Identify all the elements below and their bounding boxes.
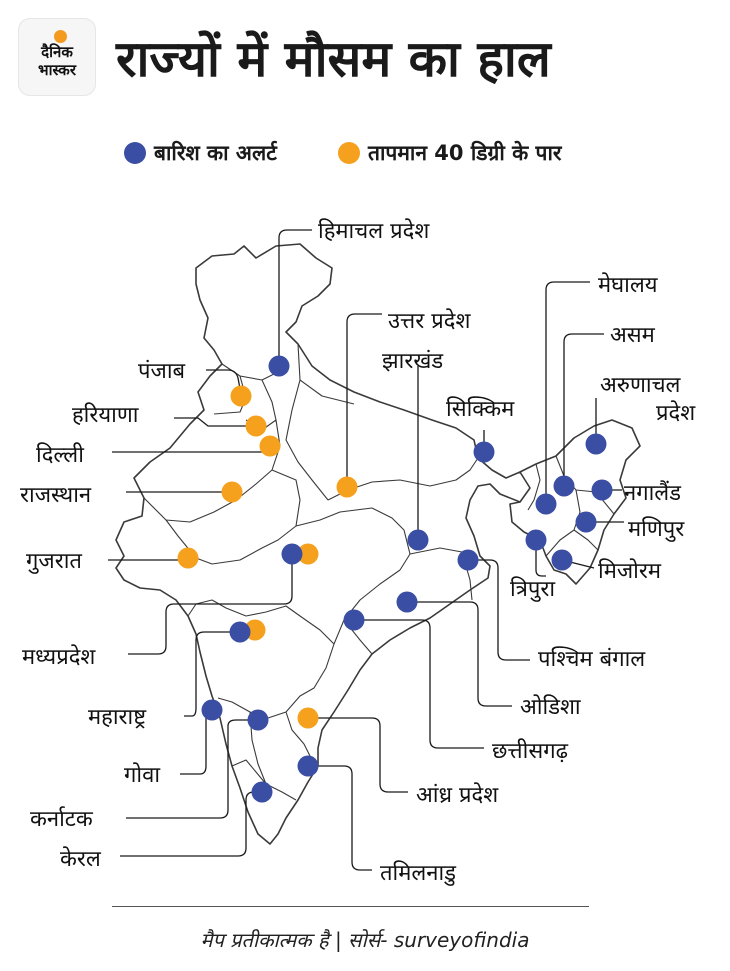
label-kerala: केरल (60, 846, 102, 872)
rain-alert-dot-chhattisgarh (343, 609, 365, 631)
heat-alert-dot-delhi (259, 435, 281, 457)
label-nagaland: नगालैंड (624, 480, 681, 506)
legend-item-heat: तापमान 40 डिग्री के पार (338, 138, 562, 168)
label-karnataka: कर्नाटक (30, 806, 94, 832)
legend-item-rain: बारिश का अलर्ट (124, 138, 277, 168)
footer-source-note: मैप प्रतीकात्मक है | सोर्स- surveyofindi… (200, 928, 530, 952)
label-uttar-pradesh: उत्तर प्रदेश (388, 308, 471, 334)
rain-alert-dot-maharashtra (229, 621, 251, 643)
leader-tripura (535, 540, 546, 577)
rain-alert-dot-icon (124, 142, 146, 164)
label-tripura: त्रिपुरा (510, 576, 555, 602)
legend-label-heat: तापमान 40 डिग्री के पार (368, 141, 562, 165)
rain-alert-dot-mizoram (551, 549, 573, 571)
brand-logo: दैनिक भास्कर (18, 18, 96, 96)
leader-haryana (174, 417, 256, 427)
leader-himachal (278, 229, 312, 366)
leader-tamil-nadu (308, 765, 372, 871)
rain-alert-dot-meghalaya (535, 493, 557, 515)
leader-madhya-pradesh (128, 554, 293, 655)
label-sikkim: सिक्किम (446, 396, 515, 422)
state-labels: हिमाचल प्रदेश उत्तर प्रदेश झारखंड सिक्कि… (20, 218, 696, 886)
heat-alert-dot-madhya-pradesh (297, 543, 319, 565)
rain-alert-dot-himachal (268, 355, 290, 377)
india-mainland-outline (115, 243, 531, 845)
heat-alert-dot-icon (338, 142, 360, 164)
label-arunachal-line2: प्रदेश (656, 400, 696, 426)
label-arunachal-line1: अरुणाचल (600, 373, 682, 398)
label-tamil-nadu: तमिलनाडु (380, 860, 456, 886)
label-mizoram: मिजोरम (598, 558, 662, 584)
leader-andhra-pradesh (308, 717, 408, 793)
state-boundaries (143, 343, 615, 801)
heat-alert-dot-haryana (245, 415, 267, 437)
heat-alert-dot-uttar-pradesh (336, 476, 358, 498)
brand-name-line2: भास्कर (38, 61, 76, 79)
leader-goa (180, 709, 213, 775)
label-punjab: पंजाब (138, 359, 186, 384)
map-legend: बारिश का अलर्ट तापमान 40 डिग्री के पार (0, 138, 730, 168)
label-rajasthan: राजस्थान (20, 483, 92, 508)
alert-dots (177, 355, 613, 803)
rain-alert-dot-madhya-pradesh (281, 543, 303, 565)
rain-alert-dot-karnataka (247, 709, 269, 731)
label-haryana: हरियाणा (72, 402, 139, 428)
footer-divider (112, 906, 589, 907)
rain-alert-dot-goa (201, 699, 223, 721)
leader-meghalaya (545, 281, 590, 504)
leader-karnataka (126, 719, 258, 819)
leader-lines (108, 229, 624, 871)
label-jharkhand: झारखंड (382, 349, 443, 374)
label-gujarat: गुजरात (26, 549, 82, 574)
leader-odisha (407, 601, 512, 707)
label-manipur: मणिपुर (628, 516, 685, 542)
label-meghalaya: मेघालय (598, 272, 659, 298)
rain-alert-dot-tripura (525, 529, 547, 551)
label-delhi: दिल्ली (36, 442, 84, 468)
rain-alert-dot-odisha (396, 591, 418, 613)
rain-alert-dot-assam (553, 475, 575, 497)
rain-alert-dot-west-bengal (457, 549, 479, 571)
legend-label-rain: बारिश का अलर्ट (154, 141, 277, 165)
leader-punjab (206, 369, 242, 395)
leader-kerala (120, 791, 262, 857)
rain-alert-dot-nagaland (591, 479, 613, 501)
rain-alert-dot-kerala (251, 781, 273, 803)
brand-logo-dot (54, 30, 67, 43)
leader-west-bengal (468, 559, 530, 661)
label-chhattisgarh: छत्तीसगढ़ (492, 738, 569, 764)
label-west-bengal: पश्चिम बंगाल (538, 646, 646, 672)
heat-alert-dot-gujarat (177, 547, 199, 569)
label-maharashtra: महाराष्ट्र (88, 705, 147, 730)
label-himachal: हिमाचल प्रदेश (318, 218, 430, 244)
label-andhra-pradesh: आंध्र प्रदेश (416, 782, 499, 808)
brand-name-line1: दैनिक (41, 43, 73, 61)
heat-alert-dot-punjab (230, 385, 252, 407)
rain-alert-dot-jharkhand (407, 529, 429, 551)
leader-maharashtra (184, 631, 240, 717)
heat-alert-dot-andhra-pradesh (297, 707, 319, 729)
rain-alert-dot-arunachal (585, 433, 607, 455)
label-madhya-pradesh: मध्यप्रदेश (22, 644, 96, 670)
page-title: राज्यों में मौसम का हाल (116, 30, 551, 88)
rain-alert-dot-manipur (575, 511, 597, 533)
label-goa: गोवा (124, 762, 160, 788)
leader-uttar-pradesh (346, 313, 382, 487)
rain-alert-dot-sikkim (473, 441, 495, 463)
leader-assam (563, 333, 604, 486)
rain-alert-dot-tamil-nadu (297, 755, 319, 777)
label-assam: असम (610, 323, 656, 348)
label-odisha: ओडिशा (520, 694, 581, 720)
heat-alert-dot-rajasthan (221, 481, 243, 503)
leader-chhattisgarh (354, 619, 484, 749)
